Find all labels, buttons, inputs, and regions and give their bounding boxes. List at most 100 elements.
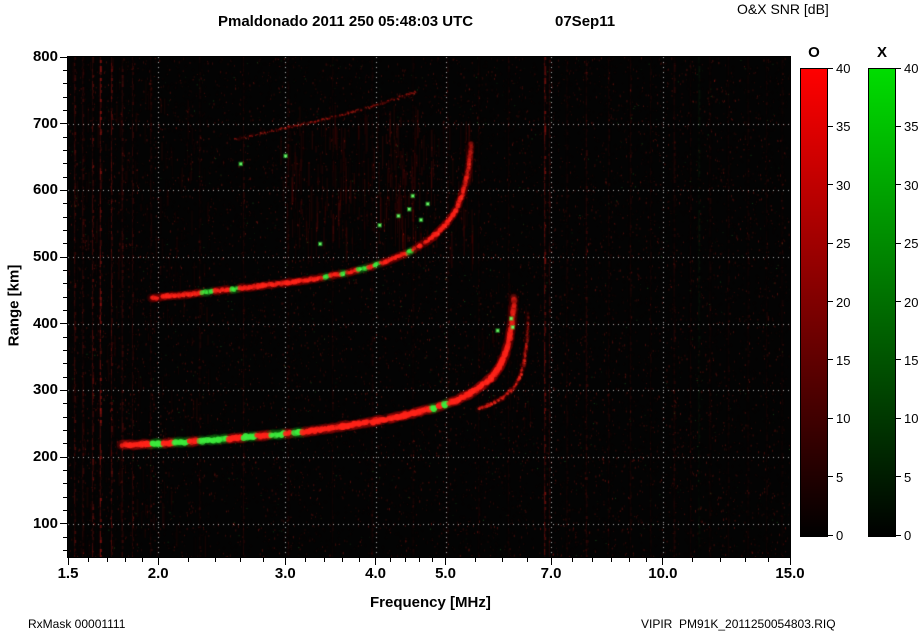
y-major-tick — [60, 323, 67, 325]
colorbar-title: O&X SNR [dB] — [737, 1, 829, 17]
x-tick-label: 2.0 — [147, 565, 169, 582]
x-major-tick — [789, 558, 791, 565]
x-minor-tick — [432, 558, 434, 562]
y-tick-label: 800 — [32, 48, 58, 65]
x-minor-tick — [418, 558, 420, 562]
y-minor-tick — [63, 296, 67, 298]
y-tick-label: 500 — [32, 248, 58, 265]
y-major-tick — [60, 456, 67, 458]
y-minor-tick — [63, 483, 67, 485]
x-tick-label: 15.0 — [775, 565, 805, 582]
x-minor-tick — [342, 558, 343, 562]
colorbar-tick-label: 0 — [904, 528, 912, 543]
colorbar-tick-label: 40 — [836, 61, 851, 76]
x-minor-tick — [239, 558, 241, 562]
y-minor-tick — [63, 216, 67, 218]
x-tick-label: 4.0 — [365, 565, 386, 582]
colorbar-tick-label: 30 — [836, 177, 851, 193]
y-major-tick — [60, 189, 67, 191]
x-major-tick — [284, 558, 286, 565]
colorbar-tick — [828, 476, 833, 478]
y-minor-tick — [63, 243, 67, 245]
x-minor-tick — [692, 558, 694, 562]
colorbar-tick — [896, 534, 901, 536]
x-minor-tick — [263, 558, 265, 562]
x-axis-label: Frequency [MHz] — [370, 594, 491, 611]
x-minor-tick — [592, 558, 594, 562]
x-minor-tick — [404, 558, 406, 562]
colorbar-tick-label: 15 — [904, 352, 919, 368]
colorbar-tick — [828, 534, 833, 536]
colorbar-tick-label: 5 — [836, 469, 844, 485]
y-major-tick — [60, 123, 67, 125]
y-tick-label: 400 — [32, 314, 58, 332]
y-minor-tick — [63, 549, 67, 551]
colorbar-tick-label: 15 — [836, 352, 851, 368]
y-tick-label: 600 — [32, 181, 58, 199]
y-major-tick — [60, 56, 67, 58]
x-major-tick — [550, 558, 552, 565]
x-minor-tick — [141, 558, 143, 562]
colorbar-tick-label: 10 — [836, 411, 851, 427]
y-minor-tick — [63, 509, 67, 511]
x-minor-tick — [629, 558, 631, 562]
y-minor-tick — [63, 203, 67, 205]
colorbar-o-header: O — [808, 44, 820, 61]
x-tick-label: 10.0 — [648, 565, 678, 582]
x-minor-tick — [719, 558, 721, 562]
y-major-tick — [60, 389, 67, 391]
colorbar-tick — [896, 417, 901, 419]
y-minor-tick — [63, 376, 67, 378]
x-minor-tick — [106, 558, 108, 562]
colorbar-tick-label: 10 — [904, 411, 919, 427]
y-tick-label: 100 — [32, 514, 58, 532]
x-minor-tick — [474, 558, 476, 562]
x-minor-tick — [744, 558, 746, 562]
colorbar-tick — [896, 125, 901, 127]
colorbar-tick-label: 5 — [904, 469, 912, 485]
colorbar-x-header: X — [876, 44, 887, 61]
x-minor-tick — [767, 558, 769, 562]
colorbar-tick — [828, 417, 833, 419]
x-major-tick — [445, 558, 447, 565]
y-tick-label: 300 — [32, 381, 58, 399]
x-major-tick — [662, 558, 664, 565]
x-minor-tick — [324, 558, 326, 562]
x-minor-tick — [611, 558, 613, 562]
y-minor-tick — [63, 149, 67, 151]
colorbar-o — [800, 68, 828, 537]
colorbar-tick-label: 30 — [904, 177, 919, 193]
y-minor-tick — [63, 69, 67, 71]
y-minor-tick — [63, 163, 67, 165]
ionogram-canvas — [68, 57, 790, 557]
y-tick-label: 200 — [32, 448, 58, 465]
colorbar-tick-label: 35 — [904, 119, 919, 135]
y-minor-tick — [63, 336, 67, 338]
x-minor-tick — [87, 558, 89, 562]
x-tick-label: 1.5 — [57, 565, 79, 582]
x-minor-tick — [187, 558, 189, 562]
y-minor-tick — [63, 429, 67, 431]
x-minor-tick — [572, 558, 574, 562]
x-minor-tick — [214, 558, 216, 562]
x-tick-label: 7.0 — [540, 565, 562, 582]
x-minor-tick — [358, 558, 360, 562]
y-minor-tick — [63, 269, 67, 271]
colorbar-tick — [896, 476, 901, 478]
colorbar-tick — [828, 242, 833, 244]
x-minor-tick — [390, 558, 392, 562]
x-major-tick — [67, 558, 69, 565]
colorbar-x — [868, 68, 896, 537]
plot-area — [67, 56, 791, 558]
y-tick-label: 700 — [32, 114, 58, 132]
rxmask-label: RxMask 00001111 — [28, 617, 126, 631]
colorbar-tick — [828, 67, 833, 69]
y-minor-tick — [63, 83, 67, 85]
y-minor-tick — [63, 96, 67, 98]
y-minor-tick — [63, 496, 67, 498]
colorbar-tick — [896, 359, 901, 361]
plot-date-label: 07Sep11 — [555, 13, 616, 30]
x-minor-tick — [646, 558, 648, 562]
x-tick-label: 3.0 — [274, 565, 296, 582]
